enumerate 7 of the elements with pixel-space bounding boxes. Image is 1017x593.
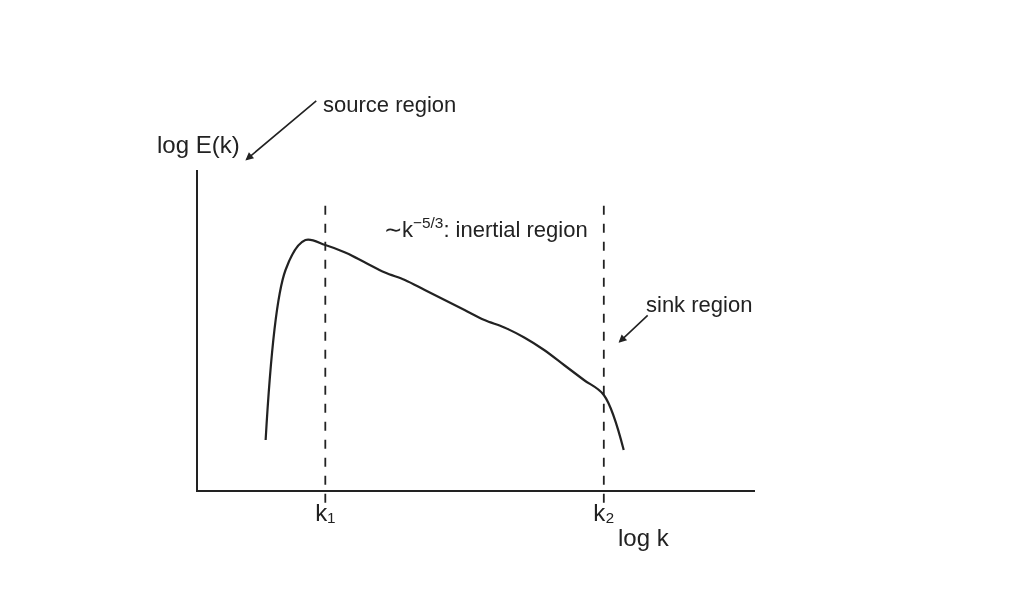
x-axis-title: log k bbox=[618, 524, 670, 551]
annotation: ∼k$^{−5/3}$: inertial region bbox=[384, 214, 588, 243]
text: sink region bbox=[646, 292, 753, 317]
x-tick-label: k₂ bbox=[593, 498, 615, 526]
y-axis-title: log E(k) bbox=[157, 131, 240, 158]
x-tick-label: k₁ bbox=[315, 498, 336, 526]
source-note: source region bbox=[323, 92, 457, 117]
